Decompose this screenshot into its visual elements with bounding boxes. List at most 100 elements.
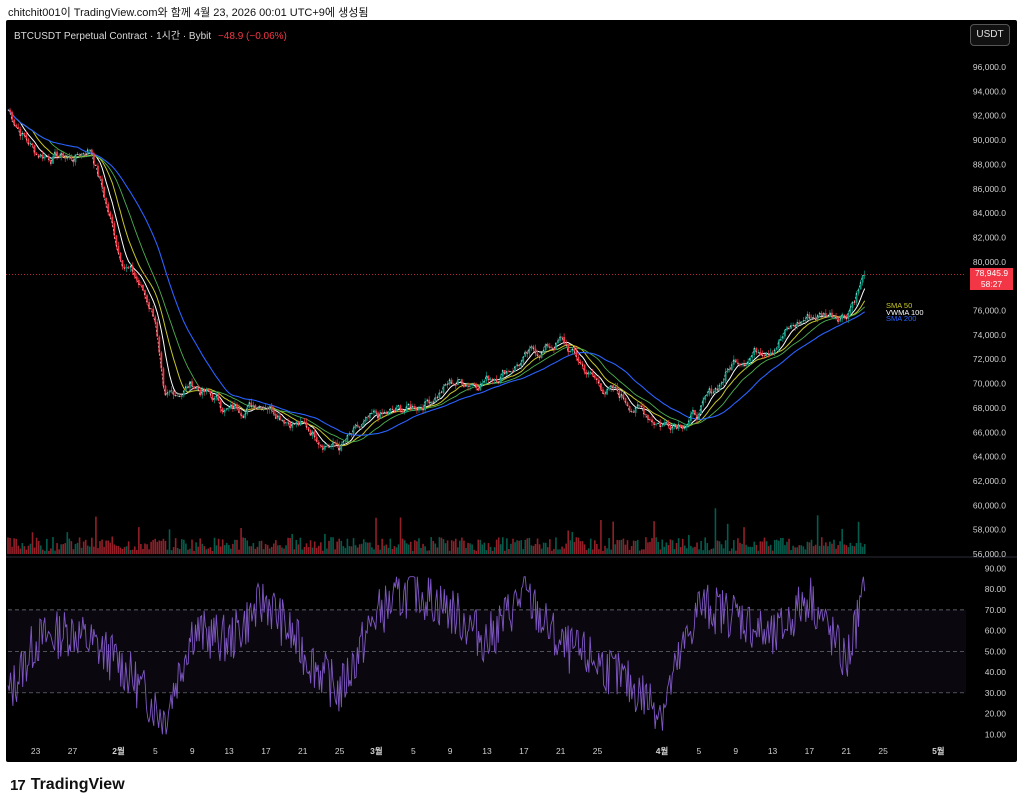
volume-bar [403, 540, 406, 554]
candle-body [416, 408, 418, 411]
volume-bar [209, 547, 212, 554]
volume-bar [215, 545, 218, 554]
chart-panel[interactable]: 90.00 80.00 70.00 60.00 50.00 40.00 30.00 20.00… [6, 20, 1017, 762]
candle-body [683, 427, 686, 429]
volume-bar [700, 540, 702, 554]
candle-body [749, 357, 752, 362]
candle-body [600, 383, 602, 390]
candle-body [726, 368, 729, 373]
volume-bar [426, 550, 428, 554]
volume-bar [591, 549, 594, 554]
candle-body [753, 348, 756, 356]
candle-body [330, 446, 332, 448]
volume-bar [123, 547, 126, 554]
candle-body [792, 325, 795, 326]
volume-bar [483, 542, 486, 554]
volume-bar [127, 541, 130, 554]
volume-bar [352, 538, 355, 554]
candle-body [407, 404, 410, 406]
tradingview-brand[interactable]: 17 TradingView [10, 776, 125, 794]
candle-body [11, 112, 13, 120]
candle-body [272, 410, 275, 414]
candle-body [303, 421, 306, 423]
volume-bar [792, 545, 794, 554]
candle-body [561, 336, 563, 338]
candle-body [307, 427, 310, 431]
candle-body [258, 406, 261, 410]
price-trace-line [7, 109, 865, 452]
volume-bar [532, 545, 535, 554]
volume-bar [248, 546, 251, 554]
candle-body [653, 421, 655, 425]
volume-bar [463, 540, 465, 554]
candle-body [317, 441, 320, 445]
candle-body [33, 145, 36, 154]
volume-bar [506, 538, 508, 554]
volume-bar [616, 539, 619, 554]
price-tick-label: 66,000.0 [973, 427, 1006, 437]
candle-body [747, 361, 750, 365]
candle-body [250, 402, 253, 407]
candle-body [624, 398, 627, 403]
candle-body [591, 372, 594, 376]
candle-body [673, 425, 676, 428]
volume-bar [56, 543, 58, 554]
candle-body [755, 348, 758, 353]
volume-bar [780, 537, 782, 554]
volume-bar [142, 548, 144, 554]
candle-body [804, 319, 807, 321]
volume-bar [559, 549, 561, 554]
volume-bar [534, 543, 537, 554]
volume-bar [657, 541, 659, 554]
candle-body [505, 371, 508, 375]
volume-bar [364, 542, 367, 554]
candle-body [201, 389, 204, 396]
volume-bar [230, 548, 232, 554]
candle-body [152, 308, 155, 317]
candle-body [56, 151, 58, 158]
rsi-line [7, 576, 866, 735]
volume-bar [712, 548, 715, 554]
rsi-tick-label: 60.00 [985, 626, 1007, 636]
volume-bar [765, 541, 768, 554]
volume-bar [346, 538, 349, 554]
volume-bar [577, 537, 580, 554]
candle-body [612, 385, 615, 389]
candle-body [197, 387, 200, 390]
volume-bar [287, 537, 289, 554]
candle-body [242, 415, 245, 418]
candle-body [413, 406, 416, 409]
candle-body [698, 413, 700, 420]
candle-body [418, 407, 420, 411]
candle-body [90, 149, 93, 154]
candle-body [268, 405, 271, 410]
volume-bar [749, 546, 751, 554]
volume-bar [485, 550, 488, 554]
candle-body [13, 119, 16, 125]
candle-body [739, 363, 741, 366]
volume-bar [512, 538, 514, 554]
candle-body [37, 154, 40, 158]
volume-bar [444, 543, 447, 554]
volume-bar [180, 539, 183, 554]
chart-canvas[interactable]: 90.00 80.00 70.00 60.00 50.00 40.00 30.00 20.00… [6, 20, 1017, 762]
candle-body [262, 408, 265, 410]
volume-bar [101, 539, 103, 554]
volume-bar [420, 547, 422, 554]
candle-body [759, 351, 762, 355]
volume-bar [649, 541, 651, 554]
price-tick-label: 62,000.0 [973, 476, 1006, 486]
volume-bar [58, 549, 60, 554]
volume-bar [573, 541, 576, 554]
candle-body [552, 347, 555, 351]
currency-button[interactable]: USDT [970, 24, 1010, 46]
candle-body [651, 419, 653, 422]
volume-bar [29, 543, 32, 554]
candle-body [522, 356, 525, 363]
candle-body [831, 312, 833, 318]
volume-bar [385, 544, 388, 554]
candle-body [602, 389, 604, 394]
candle-body [276, 415, 279, 419]
volume-bar [164, 540, 167, 554]
volume-bar [174, 538, 177, 554]
